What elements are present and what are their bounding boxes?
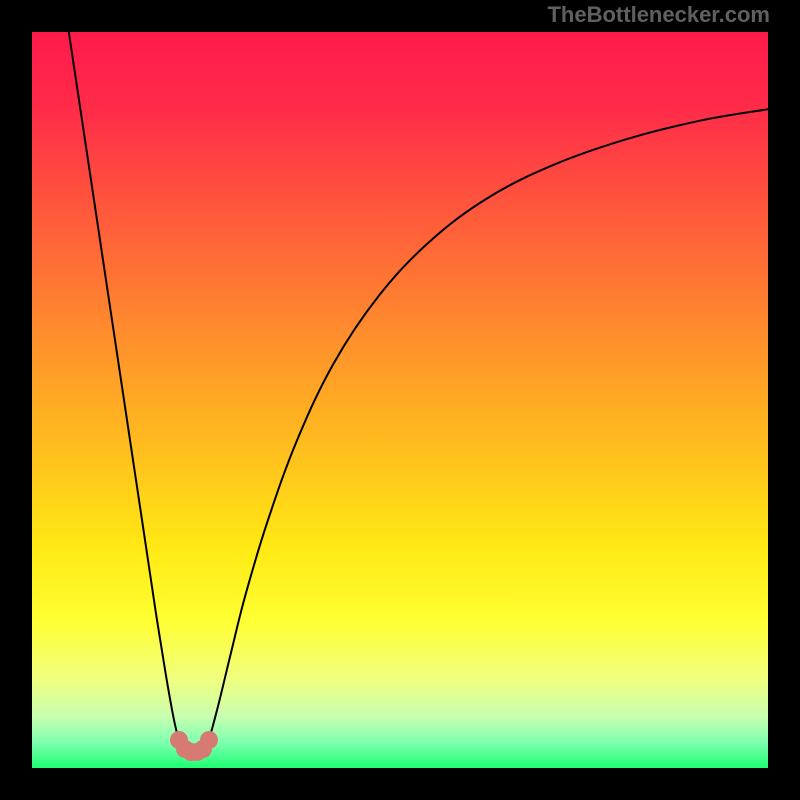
watermark-text: TheBottlenecker.com <box>547 2 770 28</box>
bottleneck-curve <box>69 32 768 752</box>
valley-marker <box>200 731 218 749</box>
curve-svg <box>32 32 768 768</box>
plot-area <box>32 32 768 768</box>
chart-container: TheBottlenecker.com <box>0 0 800 800</box>
